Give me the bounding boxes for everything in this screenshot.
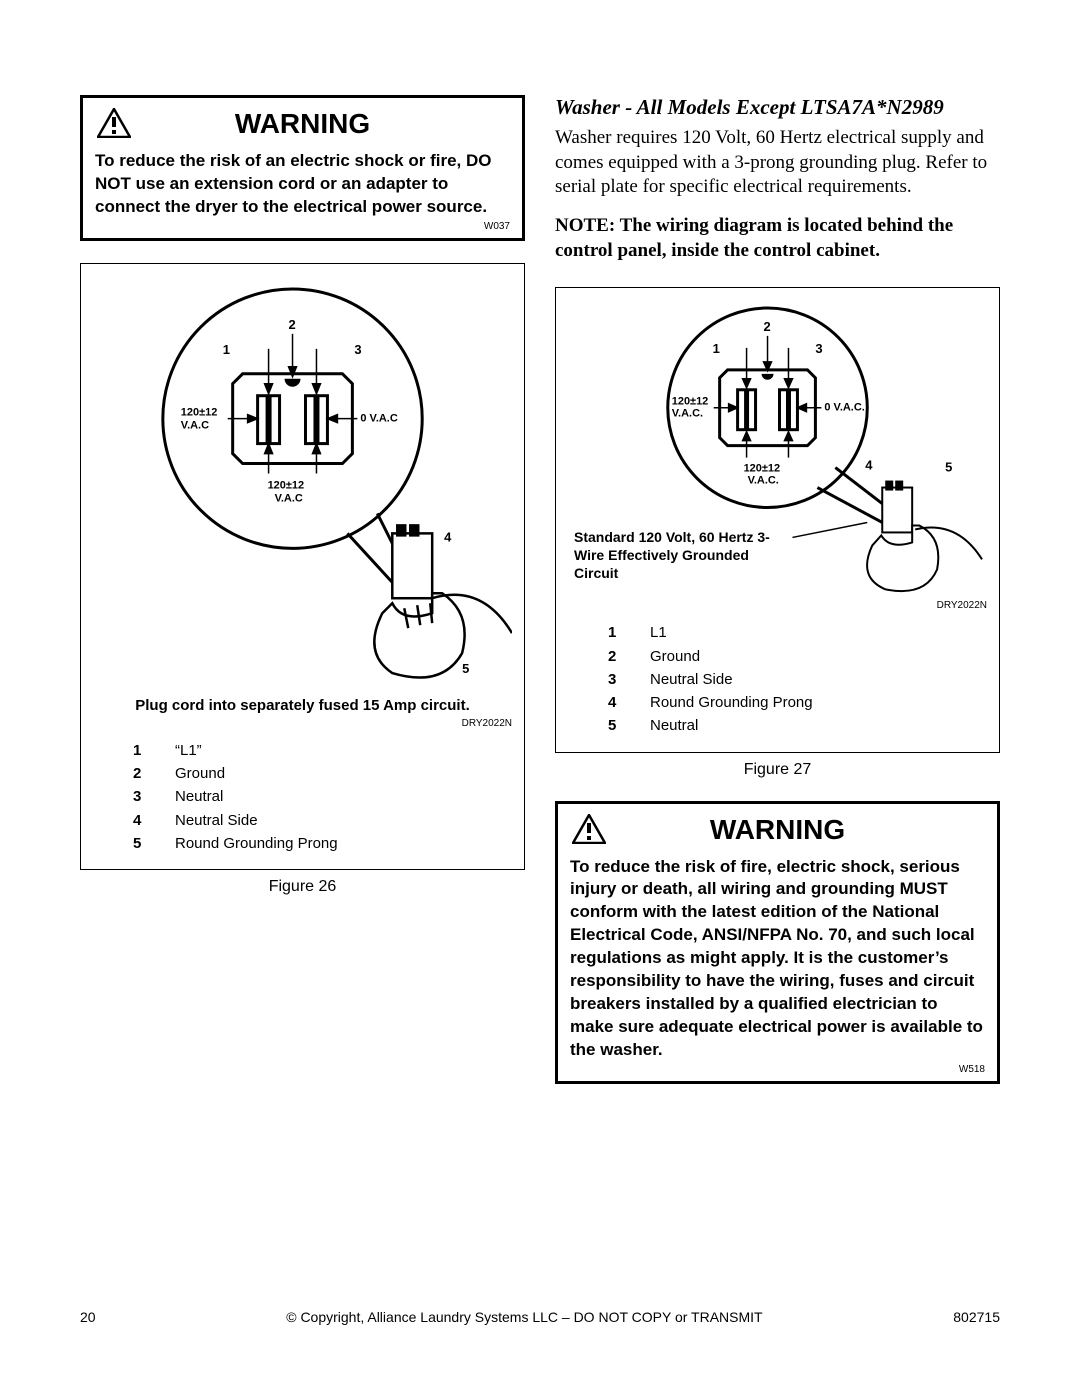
figure-26-box: 1 2 3 120±12 V.A.C 0 V.A.C 120±12 V.A.C (80, 263, 525, 870)
svg-text:V.A.C: V.A.C (181, 419, 209, 431)
legend-text: Round Grounding Prong (650, 691, 813, 714)
legend-number: 1 (133, 739, 147, 762)
washer-heading: Washer - All Models Except LTSA7A*N2989 (555, 95, 1000, 120)
warning-code: W037 (95, 221, 510, 232)
legend-row: 3 Neutral Side (608, 668, 987, 691)
figure-26-diagram: 1 2 3 120±12 V.A.C 0 V.A.C 120±12 V.A.C (93, 274, 512, 693)
svg-text:5: 5 (462, 661, 469, 676)
svg-text:3: 3 (815, 341, 822, 356)
svg-text:2: 2 (764, 319, 771, 334)
warning-box-2: WARNING To reduce the risk of fire, elec… (555, 801, 1000, 1084)
svg-text:V.A.C.: V.A.C. (748, 475, 779, 487)
legend-row: 2 Ground (608, 645, 987, 668)
warning-title: WARNING (235, 108, 370, 140)
legend-text: Neutral Side (175, 809, 258, 832)
legend-text: Ground (650, 645, 700, 668)
legend-row: 1 L1 (608, 621, 987, 644)
figure-26-caption: Figure 26 (80, 878, 525, 896)
legend-text: Ground (175, 762, 225, 785)
legend-number: 5 (608, 714, 622, 737)
warning-title: WARNING (710, 814, 845, 846)
svg-text:3: 3 (354, 342, 361, 357)
svg-text:2: 2 (289, 317, 296, 332)
figure-26-instruction: Plug cord into separately fused 15 Amp c… (93, 697, 512, 714)
warning-code: W518 (570, 1064, 985, 1075)
svg-text:4: 4 (444, 529, 452, 544)
svg-text:120±12: 120±12 (268, 479, 305, 491)
legend-text: Round Grounding Prong (175, 832, 338, 855)
legend-number: 5 (133, 832, 147, 855)
svg-text:0 V.A.C.: 0 V.A.C. (824, 402, 864, 414)
washer-paragraph: Washer requires 120 Volt, 60 Hertz elect… (555, 126, 1000, 200)
figure-27-legend: 1 L1 2 Ground 3 Neutral Side 4 Round Grounding … (568, 621, 987, 737)
svg-text:4: 4 (865, 458, 873, 473)
figure-27-text: Standard 120 Volt, 60 Hertz 3-Wire Effec… (574, 528, 794, 583)
warning-box-1: WARNING To reduce the risk of an electri… (80, 95, 525, 241)
svg-text:120±12: 120±12 (744, 463, 781, 475)
legend-row: 5 Neutral (608, 714, 987, 737)
legend-number: 3 (608, 668, 622, 691)
legend-number: 1 (608, 621, 622, 644)
legend-text: L1 (650, 621, 667, 644)
legend-number: 4 (608, 691, 622, 714)
figure-27-caption: Figure 27 (555, 761, 1000, 779)
legend-row: 5 Round Grounding Prong (133, 832, 512, 855)
svg-text:V.A.C: V.A.C (275, 492, 303, 504)
legend-row: 1 “L1” (133, 739, 512, 762)
legend-text: Neutral Side (650, 668, 733, 691)
warning-icon (97, 108, 131, 138)
legend-number: 3 (133, 785, 147, 808)
legend-row: 3 Neutral (133, 785, 512, 808)
warning-body: To reduce the risk of an electric shock … (95, 150, 510, 219)
washer-note: NOTE: The wiring diagram is located behi… (555, 214, 1000, 263)
legend-text: “L1” (175, 739, 202, 762)
legend-row: 2 Ground (133, 762, 512, 785)
svg-text:120±12: 120±12 (181, 406, 218, 418)
legend-row: 4 Neutral Side (133, 809, 512, 832)
doc-number: 802715 (953, 1309, 1000, 1325)
svg-text:0 V.A.C: 0 V.A.C (360, 412, 397, 424)
legend-row: 4 Round Grounding Prong (608, 691, 987, 714)
figure-26-legend: 1 “L1” 2 Ground 3 Neutral 4 Neutral Side 5 Round … (93, 739, 512, 855)
page-number: 20 (80, 1309, 96, 1325)
figure-27-code: DRY2022N (568, 600, 987, 611)
legend-number: 2 (133, 762, 147, 785)
warning-icon (572, 814, 606, 844)
legend-number: 2 (608, 645, 622, 668)
legend-text: Neutral (650, 714, 698, 737)
legend-number: 4 (133, 809, 147, 832)
svg-text:1: 1 (713, 341, 720, 356)
copyright-text: © Copyright, Alliance Laundry Systems LL… (286, 1309, 762, 1325)
svg-text:5: 5 (945, 460, 952, 475)
svg-text:1: 1 (223, 342, 230, 357)
svg-text:120±12: 120±12 (672, 396, 709, 408)
svg-text:V.A.C.: V.A.C. (672, 408, 703, 420)
figure-26-code: DRY2022N (93, 718, 512, 729)
warning-body: To reduce the risk of fire, electric sho… (570, 856, 985, 1062)
page-footer: 20 © Copyright, Alliance Laundry Systems… (80, 1309, 1000, 1325)
figure-27-box: 1 2 3 120±12 V.A.C. 0 V.A.C. 120±12 V.A.… (555, 287, 1000, 752)
legend-text: Neutral (175, 785, 223, 808)
